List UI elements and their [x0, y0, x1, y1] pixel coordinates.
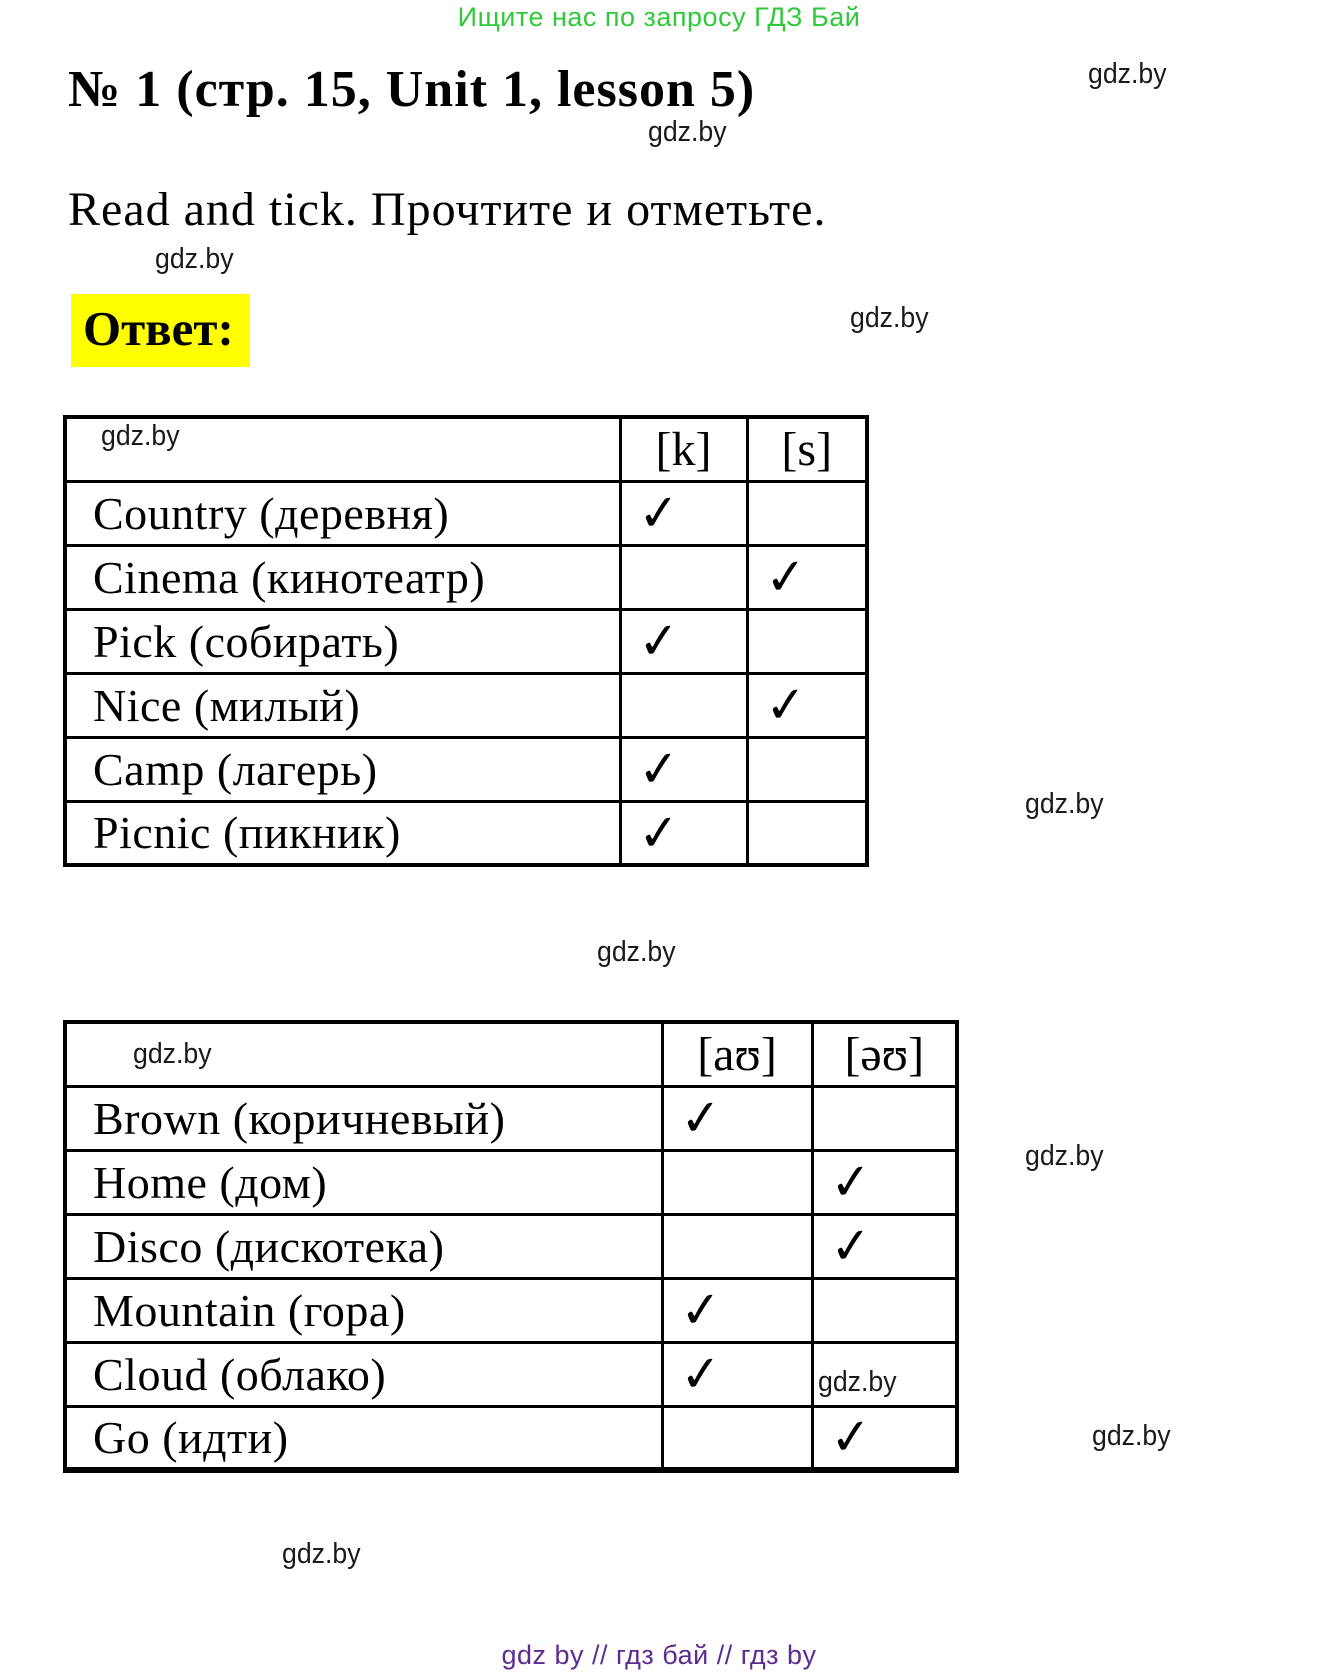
- check-icon: ✓: [635, 482, 682, 544]
- check-icon: ✓: [762, 546, 809, 608]
- word-cell: Nice (милый): [63, 671, 622, 739]
- word-column-header-empty: [63, 415, 622, 483]
- check-cell-empty: [618, 543, 749, 611]
- answer-label: Ответ:: [71, 294, 250, 367]
- check-cell-empty: [660, 1404, 814, 1472]
- phonetic-column-header: [s]: [745, 415, 869, 483]
- watermark: gdz.by: [1025, 1140, 1104, 1172]
- watermark: gdz.by: [1092, 1420, 1171, 1452]
- watermark: gdz.by: [648, 116, 727, 148]
- word-cell: Go (идти): [63, 1404, 664, 1472]
- check-cell-empty: [810, 1340, 959, 1408]
- phonetic-column-header: [k]: [618, 415, 749, 483]
- check-icon: ✓: [762, 674, 809, 736]
- word-cell: Country (деревня): [63, 479, 622, 547]
- phonetic-column-header: [əʊ]: [810, 1020, 959, 1088]
- table-row: Camp (лагерь) ✓: [63, 735, 869, 803]
- watermark: gdz.by: [155, 243, 234, 275]
- table-row: Brown (коричневый) ✓: [63, 1084, 959, 1152]
- table-row: Pick (собирать) ✓: [63, 607, 869, 675]
- phonetic-column-header: [aʊ]: [660, 1020, 814, 1088]
- table-row: Picnic (пикник) ✓: [63, 799, 869, 867]
- check-icon: ✓: [635, 738, 682, 800]
- word-column-header-empty: [63, 1020, 664, 1088]
- check-cell-checked: ✓: [810, 1212, 959, 1280]
- table-row: Cinema (кинотеатр) ✓: [63, 543, 869, 611]
- exercise-title: № 1 (стр. 15, Unit 1, lesson 5): [68, 61, 756, 118]
- check-cell-empty: [660, 1148, 814, 1216]
- check-cell-checked: ✓: [810, 1404, 959, 1472]
- table-row: Go (идти) ✓: [63, 1404, 959, 1472]
- check-icon: ✓: [677, 1087, 724, 1149]
- task-instruction: Read and tick. Прочтите и отметьте.: [68, 183, 827, 236]
- table-row: Mountain (гора) ✓: [63, 1276, 959, 1344]
- word-cell: Cloud (облако): [63, 1340, 664, 1408]
- word-cell: Camp (лагерь): [63, 735, 622, 803]
- check-cell-checked: ✓: [660, 1276, 814, 1344]
- phonetics-table-au-ou: [aʊ] [əʊ] Brown (коричневый) ✓ Home (дом) ✓ Di…: [63, 1020, 959, 1473]
- watermark: gdz.by: [282, 1538, 361, 1570]
- check-icon: ✓: [677, 1343, 724, 1405]
- table-row: Home (дом) ✓: [63, 1148, 959, 1216]
- check-cell-empty: [745, 735, 869, 803]
- check-icon: ✓: [827, 1406, 874, 1468]
- check-cell-empty: [745, 799, 869, 867]
- phonetics-table-k-s: [k] [s] Country (деревня) ✓ Cinema (кинотеат…: [63, 415, 869, 867]
- word-cell: Mountain (гора): [63, 1276, 664, 1344]
- word-cell: Home (дом): [63, 1148, 664, 1216]
- word-cell: Picnic (пикник): [63, 799, 622, 867]
- table-row: Disco (дискотека) ✓: [63, 1212, 959, 1280]
- word-cell: Brown (коричневый): [63, 1084, 664, 1152]
- check-cell-checked: ✓: [660, 1084, 814, 1152]
- check-icon: ✓: [635, 802, 682, 864]
- table-row: Nice (милый) ✓: [63, 671, 869, 739]
- check-cell-empty: [618, 671, 749, 739]
- check-cell-checked: ✓: [810, 1148, 959, 1216]
- check-cell-empty: [810, 1084, 959, 1152]
- check-cell-empty: [810, 1276, 959, 1344]
- watermark: gdz.by: [1088, 58, 1167, 90]
- check-cell-checked: ✓: [745, 671, 869, 739]
- table-row: Cloud (облако) ✓: [63, 1340, 959, 1408]
- check-icon: ✓: [827, 1151, 874, 1213]
- word-cell: Pick (собирать): [63, 607, 622, 675]
- watermark: gdz.by: [597, 936, 676, 968]
- watermark: gdz.by: [1025, 788, 1104, 820]
- check-icon: ✓: [677, 1279, 724, 1341]
- top-banner-text: Ищите нас по запросу ГДЗ Бай: [457, 2, 861, 32]
- table-header-row: [aʊ] [əʊ]: [63, 1020, 959, 1088]
- check-icon: ✓: [827, 1215, 874, 1277]
- check-cell-empty: [745, 479, 869, 547]
- footer-watermark-line: gdz by // гдз бай // гдз by: [501, 1640, 817, 1670]
- word-cell: Disco (дискотека): [63, 1212, 664, 1280]
- table-header-row: [k] [s]: [63, 415, 869, 483]
- check-cell-checked: ✓: [660, 1340, 814, 1408]
- check-cell-checked: ✓: [618, 607, 749, 675]
- check-cell-checked: ✓: [745, 543, 869, 611]
- check-icon: ✓: [635, 610, 682, 672]
- check-cell-checked: ✓: [618, 735, 749, 803]
- check-cell-empty: [660, 1212, 814, 1280]
- check-cell-checked: ✓: [618, 799, 749, 867]
- table-row: Country (деревня) ✓: [63, 479, 869, 547]
- watermark: gdz.by: [850, 302, 929, 334]
- check-cell-empty: [745, 607, 869, 675]
- word-cell: Cinema (кинотеатр): [63, 543, 622, 611]
- check-cell-checked: ✓: [618, 479, 749, 547]
